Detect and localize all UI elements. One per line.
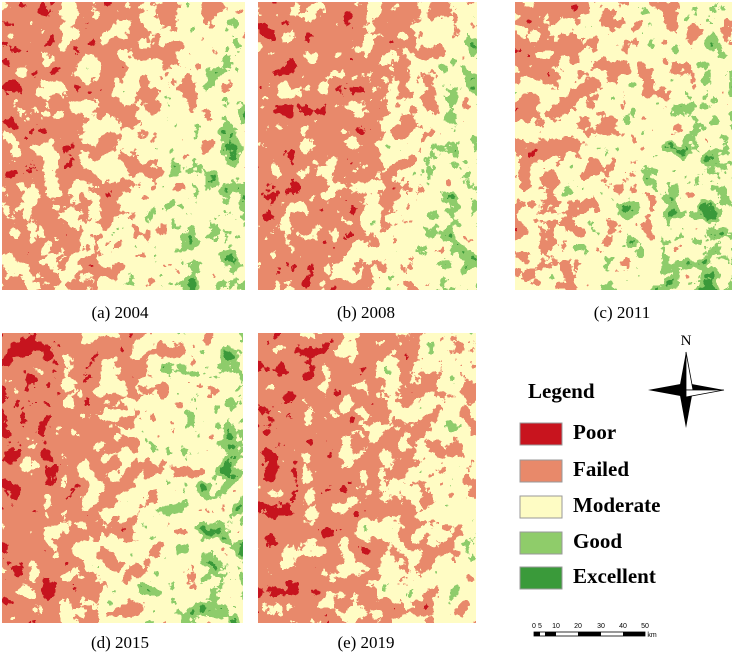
map-2019: [258, 333, 476, 623]
caption: (d) 2015: [91, 633, 149, 652]
legend-swatch: [520, 423, 562, 445]
legend-label: Excellent: [573, 564, 656, 588]
scale-label: 0: [532, 623, 536, 630]
map-2004: [2, 2, 245, 290]
legend-swatch: [520, 567, 562, 589]
scale-label: 5: [538, 623, 542, 630]
caption: (c) 2011: [594, 303, 651, 322]
legend-swatch: [520, 532, 562, 554]
map-2008: [258, 2, 477, 290]
caption: (e) 2019: [337, 633, 394, 652]
legend-label: Good: [573, 529, 622, 553]
north-arrow: N: [648, 333, 724, 428]
scale-label: 10: [552, 623, 560, 630]
north-label: N: [681, 333, 692, 349]
legend-label: Moderate: [573, 493, 660, 517]
scale-label: 30: [597, 623, 605, 630]
scale-label: 40: [619, 623, 627, 630]
scale-label: 20: [574, 623, 582, 630]
legend-title: Legend: [528, 379, 595, 403]
legend-swatch: [520, 496, 562, 518]
map-2015: [2, 333, 243, 623]
caption: (b) 2008: [337, 303, 395, 322]
caption: (a) 2004: [91, 303, 149, 322]
legend-swatch: [520, 460, 562, 482]
map-2011: [515, 2, 732, 290]
figure: (a) 2004 (b) 2008 (c) 2011 (d) 2015 (e) …: [0, 0, 732, 654]
scale-unit: km: [647, 632, 657, 639]
legend-label: Poor: [573, 420, 616, 444]
legend-label: Failed: [573, 457, 629, 481]
scale-bar: 0 5 10 20 30 40 50 km: [532, 623, 657, 639]
scale-label: 50: [641, 623, 649, 630]
